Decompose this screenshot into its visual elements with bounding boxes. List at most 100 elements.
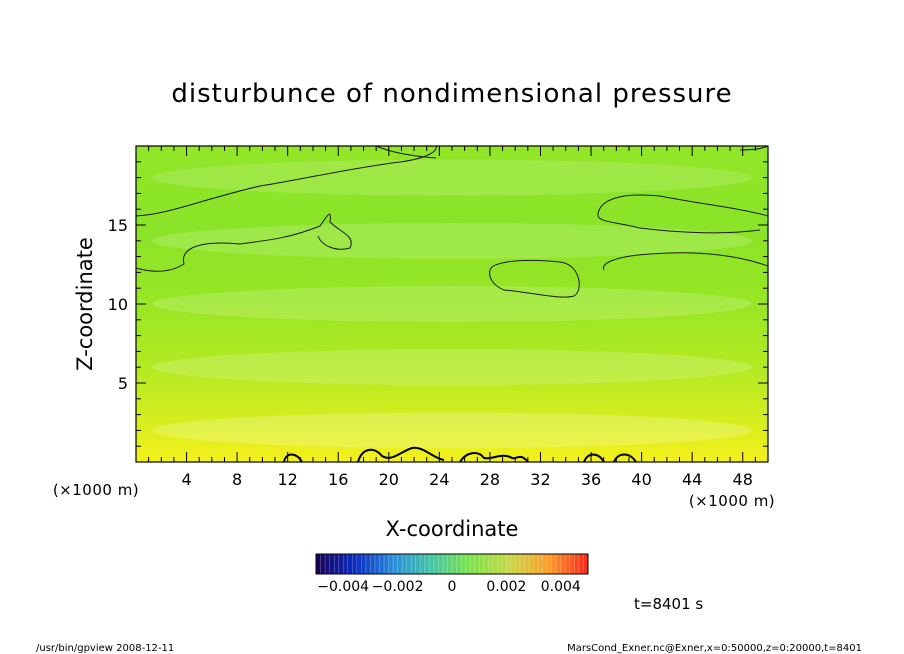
colorbar-cell <box>433 554 439 574</box>
contour-line <box>357 446 445 463</box>
colorbar-cell <box>483 554 489 574</box>
x-tick-label: 4 <box>181 470 191 489</box>
colorbar-cell <box>316 554 321 574</box>
time-label: t=8401 s <box>634 595 703 613</box>
colorbar-cell <box>343 554 349 574</box>
colorbar-cell <box>474 554 480 574</box>
colorbar-frame <box>315 553 589 575</box>
heatmap-band <box>152 286 752 322</box>
colorbar-cell <box>488 554 494 574</box>
colorbar-cell <box>583 554 589 574</box>
colorbar-cell <box>556 554 562 574</box>
colorbar-cell <box>438 554 444 574</box>
colorbar-cell <box>402 554 407 574</box>
colorbar-cell <box>569 554 575 574</box>
plot-area <box>135 145 769 463</box>
colorbar-cell <box>565 554 571 574</box>
contour-line <box>375 145 437 159</box>
colorbar-cell <box>424 554 430 574</box>
y-tick-label: 15 <box>108 216 128 235</box>
heatmap-band <box>152 412 752 449</box>
colorbar-cell <box>520 554 525 574</box>
x-unit-right: (×1000 m) <box>689 492 775 510</box>
contour-line <box>583 453 637 463</box>
colorbar-cell <box>420 554 426 574</box>
colorbar-cell <box>529 554 534 574</box>
colorbar-cell <box>465 554 471 574</box>
colorbar-cell <box>547 554 553 574</box>
zero-contour-lines <box>283 446 637 463</box>
colorbar-cell <box>329 554 335 574</box>
colorbar-cell <box>388 554 394 574</box>
colorbar-cell <box>411 554 417 574</box>
heatmap-bands <box>152 159 752 449</box>
colorbar-cell <box>538 554 543 574</box>
colorbar-cell <box>325 554 330 574</box>
x-tick-label: 24 <box>429 470 449 489</box>
heatmap-band <box>152 159 752 196</box>
colorbar-cell <box>393 554 398 574</box>
contour-line <box>489 259 580 298</box>
colorbar-cell <box>320 554 326 574</box>
colorbar-cell <box>574 554 580 574</box>
colorbar-cell <box>524 554 530 574</box>
x-axis-label: X-coordinate <box>386 517 519 541</box>
colorbar-cell <box>384 554 389 574</box>
colorbar-cell <box>533 554 539 574</box>
colorbar-tick-label: −0.002 <box>372 579 424 595</box>
y-tick-label: 5 <box>118 374 128 393</box>
colorbar-cell <box>551 554 557 574</box>
colorbar-cell <box>456 554 462 574</box>
colorbar-cell <box>338 554 344 574</box>
x-tick-label: 36 <box>581 470 601 489</box>
colorbar-cell <box>347 554 353 574</box>
contour-line <box>135 213 352 272</box>
colorbar-cell <box>510 554 516 574</box>
colorbar-cell <box>470 554 475 574</box>
colorbar-cell <box>334 554 339 574</box>
footer-left: /usr/bin/gpview 2008-12-11 <box>36 643 174 654</box>
chart-title: disturbunce of nondimensional pressure <box>171 79 732 109</box>
colorbar-cell <box>406 554 412 574</box>
colorbar-cell <box>370 554 376 574</box>
colorbar-tick-label: −0.004 <box>317 579 369 595</box>
colorbar-cell <box>578 554 584 574</box>
colorbar: −0.004 −0.002 0 0.002 0.004 <box>315 553 589 595</box>
colorbar-cell <box>415 554 421 574</box>
x-tick-label: 48 <box>733 470 753 489</box>
colorbar-cell <box>442 554 448 574</box>
colorbar-cell <box>492 554 498 574</box>
colorbar-cell <box>542 554 548 574</box>
x-tick-label: 32 <box>530 470 550 489</box>
heatmap-band <box>152 222 752 259</box>
x-tick-label: 12 <box>278 470 298 489</box>
x-tick-label: 40 <box>631 470 651 489</box>
colorbar-cell <box>361 554 367 574</box>
footer-right: MarsCond_Exner.nc@Exner,x=0:50000,z=0:20… <box>567 643 862 654</box>
colorbar-cell <box>560 554 566 574</box>
colorbar-cell <box>397 554 403 574</box>
colorbar-cell <box>506 554 512 574</box>
contour-line <box>597 194 769 234</box>
x-tick-label: 44 <box>682 470 702 489</box>
heatmap-field <box>136 146 768 462</box>
y-axis-label: Z-coordinate <box>73 237 97 371</box>
colorbar-cell <box>365 554 371 574</box>
y-tick-label: 10 <box>108 295 128 314</box>
colorbar-cell <box>479 554 485 574</box>
x-tick-label: 16 <box>328 470 348 489</box>
colorbar-cell <box>447 554 453 574</box>
x-tick-label: 20 <box>379 470 399 489</box>
colorbar-cell <box>501 554 507 574</box>
x-tick-label: 8 <box>232 470 242 489</box>
colorbar-tick-label: 0 <box>448 579 457 595</box>
heatmap-band <box>152 349 752 386</box>
colorbar-cell <box>429 554 435 574</box>
x-tick-label: 28 <box>480 470 500 489</box>
contour-lines <box>135 145 769 298</box>
colorbar-tick-label: 0.002 <box>486 579 526 595</box>
colorbar-tick-label: 0.004 <box>541 579 581 595</box>
colorbar-cell <box>515 554 521 574</box>
